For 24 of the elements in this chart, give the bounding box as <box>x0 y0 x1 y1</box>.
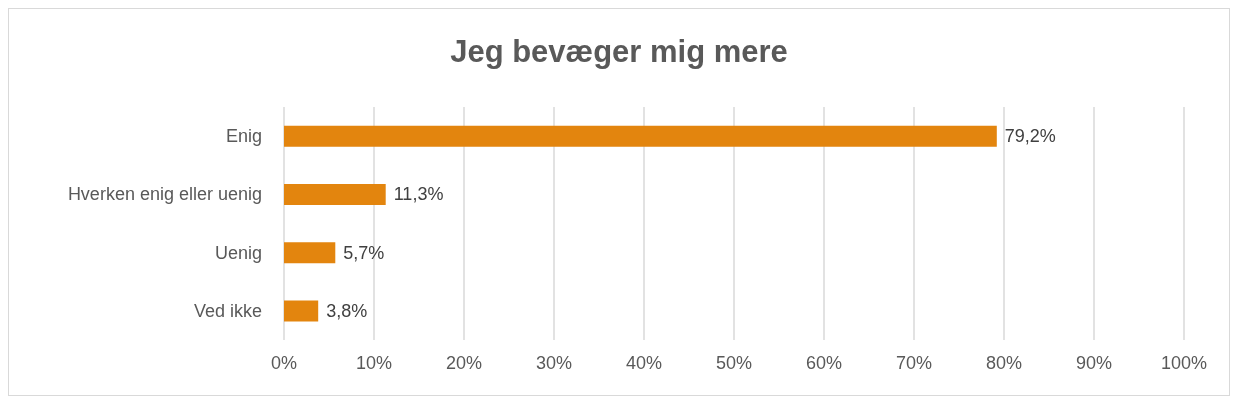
x-tick-label: 90% <box>1075 353 1113 373</box>
bar <box>284 125 997 147</box>
bar <box>284 242 336 264</box>
y-tick-label: Hverken enig eller uenig <box>67 184 262 205</box>
data-label: 5,7% <box>343 242 385 263</box>
data-label: 11,3% <box>393 184 444 205</box>
data-label: 79,2% <box>1004 126 1056 147</box>
y-tick-label: Uenig <box>214 242 262 263</box>
x-tick-label: 30% <box>535 353 573 373</box>
x-tick-label: 50% <box>715 353 753 373</box>
x-tick-label: 70% <box>895 353 933 373</box>
y-tick-label: Enig <box>225 126 262 147</box>
bar <box>284 300 319 322</box>
x-tick-label: 60% <box>805 353 843 373</box>
chart-title: Jeg bevæger mig mere <box>450 34 788 69</box>
x-tick-label: 100% <box>1160 353 1208 373</box>
x-tick-label: 40% <box>625 353 663 373</box>
y-tick-label: Ved ikke <box>193 300 262 321</box>
x-tick-label: 10% <box>355 353 393 373</box>
x-tick-label: 20% <box>445 353 483 373</box>
x-tick-label: 80% <box>985 353 1023 373</box>
data-label: 3,8% <box>326 300 368 321</box>
x-tick-label: 0% <box>270 353 298 373</box>
bar <box>284 183 386 205</box>
